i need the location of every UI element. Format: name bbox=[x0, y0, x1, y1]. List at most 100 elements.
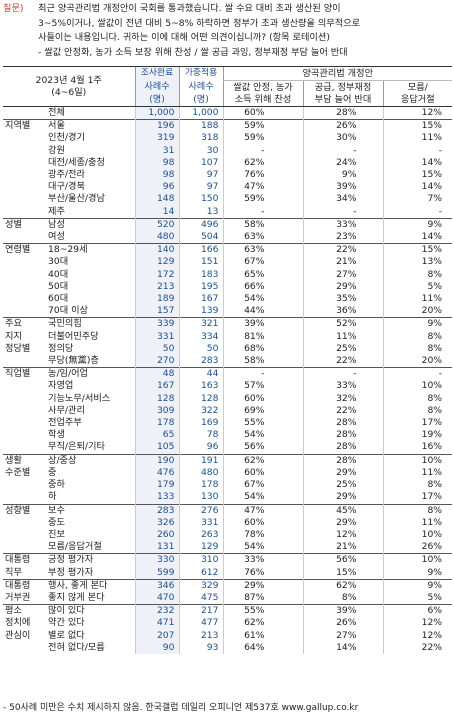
cases-weighted: 318 bbox=[178, 132, 223, 145]
row-label: 여성 bbox=[48, 231, 65, 243]
table-row: 하 133 130 54% 29% 17% bbox=[3, 491, 453, 504]
cases-complete: 520 bbox=[134, 217, 179, 232]
row-label: 많이 있다 bbox=[45, 604, 135, 618]
row-label: 서울 bbox=[45, 119, 135, 133]
row-label: 정의당 bbox=[48, 342, 74, 354]
pct-unknown: 11% bbox=[382, 516, 453, 529]
group-label-line: 대통령 bbox=[5, 579, 31, 591]
table-row: 전업주부 178 169 55% 28% 17% bbox=[3, 417, 453, 430]
cases-weighted: 96 bbox=[178, 441, 223, 455]
cases-weighted: 178 bbox=[178, 479, 223, 492]
pct-support: 60% bbox=[222, 105, 303, 120]
row-label: 학생 bbox=[48, 429, 65, 441]
pct-oppose: 9% bbox=[302, 169, 383, 182]
group-label-line: 평소 bbox=[5, 605, 22, 617]
weighted-header: 가중적용 bbox=[178, 66, 223, 81]
row-label: 사무/관리 bbox=[48, 404, 85, 416]
cases-complete: 50 bbox=[134, 342, 179, 356]
cases-weighted: 612 bbox=[178, 566, 223, 580]
pct-support: - bbox=[222, 144, 303, 157]
pct-support: 58% bbox=[222, 355, 303, 368]
table-row: 성향별 보수 283 276 47% 45% 8% bbox=[3, 503, 453, 554]
cases-weighted: 310 bbox=[178, 553, 223, 567]
cases-complete: 131 bbox=[134, 541, 179, 554]
period-range: (4~6일) bbox=[51, 86, 87, 98]
cases-weighted: 97 bbox=[178, 169, 223, 182]
row-label: 중하 bbox=[48, 479, 65, 491]
cases-weighted: 191 bbox=[178, 453, 223, 467]
pct-support: 63% bbox=[222, 231, 303, 244]
row-label: 국민의힘 bbox=[45, 317, 135, 331]
table-row: 대통령 직무 긍정 평가자 330 310 33% 56% 10% bbox=[3, 553, 453, 580]
cases-label-weighted: 사례수 bbox=[178, 80, 223, 94]
pct-oppose: 29% bbox=[302, 491, 383, 504]
table-row: 기능노무/서비스 128 128 60% 32% 8% bbox=[3, 392, 453, 405]
group-label: 성별 bbox=[3, 217, 45, 244]
cases-complete: 157 bbox=[134, 305, 179, 318]
period-header: 2023년 4월 1주 (4~6일) bbox=[3, 66, 135, 107]
pct-oppose: 29% bbox=[302, 516, 383, 529]
table-row: 전체 1,000 1,000 60% 28% 12% bbox=[3, 105, 453, 120]
cases-complete: 140 bbox=[134, 243, 179, 257]
pct-support: 60% bbox=[222, 392, 303, 405]
table-row: 대구/경북 96 97 47% 39% 14% bbox=[3, 181, 453, 194]
row-label: 전업주부 bbox=[48, 417, 82, 429]
table-row: 평소 정치에 관심이 많이 있다 232 217 55% 39% 6% bbox=[3, 604, 453, 654]
pct-unknown: 17% bbox=[382, 417, 453, 430]
row-label: 중 bbox=[48, 466, 57, 478]
row-label: 광주/전라 bbox=[48, 169, 85, 181]
table-row: 약간 있다 471 477 62% 26% 12% bbox=[3, 617, 453, 630]
cases-complete: 309 bbox=[134, 404, 179, 418]
pct-unknown: - bbox=[382, 205, 453, 219]
pct-unknown: 10% bbox=[382, 553, 453, 567]
pct-support: 67% bbox=[222, 479, 303, 492]
table-row: 부정 평가자 599 612 76% 15% 9% bbox=[3, 566, 453, 580]
pct-oppose: 8% bbox=[302, 591, 383, 605]
cases-complete: 331 bbox=[134, 330, 179, 343]
pct-support: 44% bbox=[222, 305, 303, 318]
option-oppose-line1: 공급, 정부재정 bbox=[314, 82, 372, 93]
pct-unknown: 5% bbox=[382, 591, 453, 605]
pct-oppose: 34% bbox=[302, 193, 383, 206]
row-label: 70대 이상 bbox=[48, 305, 88, 317]
pct-oppose: 14% bbox=[302, 641, 383, 654]
row-label: 상/중상 bbox=[45, 453, 135, 467]
pct-unknown: 9% bbox=[382, 578, 453, 592]
cases-weighted: 195 bbox=[178, 280, 223, 294]
pct-oppose: 28% bbox=[302, 453, 383, 467]
group-label-line: 직업별 bbox=[5, 368, 31, 380]
pct-oppose: - bbox=[302, 205, 383, 219]
cases-complete: 172 bbox=[134, 268, 179, 281]
row-label: 대구/경북 bbox=[48, 181, 85, 193]
pct-support: 62% bbox=[222, 453, 303, 467]
pct-support: - bbox=[222, 367, 303, 381]
table-row: 중 476 480 60% 29% 11% bbox=[3, 466, 453, 480]
pct-oppose: 32% bbox=[302, 392, 383, 405]
row-label: 행사, 좋게 본다 bbox=[45, 578, 135, 592]
pct-support: 69% bbox=[222, 404, 303, 418]
pct-support: 56% bbox=[222, 441, 303, 455]
cases-weighted: 97 bbox=[178, 181, 223, 194]
pct-unknown: 15% bbox=[382, 243, 453, 257]
cases-weighted: 107 bbox=[178, 156, 223, 170]
pct-support: 58% bbox=[222, 217, 303, 232]
pct-unknown: 8% bbox=[382, 503, 453, 517]
group-label: 대통령 직무 bbox=[3, 553, 45, 580]
row-label: 모름/응답거절 bbox=[48, 541, 102, 553]
table-row: 대전/세종/충청 98 107 62% 24% 14% bbox=[3, 156, 453, 170]
cases-weighted: 188 bbox=[178, 119, 223, 133]
table-row: 인천/경기 319 318 59% 30% 11% bbox=[3, 132, 453, 145]
group-label-line: 연령별 bbox=[5, 244, 31, 256]
group-label-line: 직무 bbox=[5, 566, 22, 578]
table-body: 전체 1,000 1,000 60% 28% 12% 지역별 서울 196 188 59% 26% 15… bbox=[3, 105, 453, 654]
question-line: - 쌀값 안정화, 농가 소득 보장 위해 찬성 / 쌀 공급 과잉, 정부재정… bbox=[38, 46, 348, 58]
row-label: 무직/은퇴/기타 bbox=[48, 441, 105, 453]
cases-weighted: 167 bbox=[178, 293, 223, 306]
question-label: 질문) bbox=[3, 3, 24, 14]
pct-unknown: 26% bbox=[382, 541, 453, 554]
table-row: 직업별 농/임/어업 48 44- - - bbox=[3, 367, 453, 455]
pct-support: 67% bbox=[222, 256, 303, 269]
table-row: 30대 129 151 67% 21% 13% bbox=[3, 256, 453, 269]
row-label: 기능노무/서비스 bbox=[48, 392, 111, 404]
cases-weighted: 475 bbox=[178, 591, 223, 605]
